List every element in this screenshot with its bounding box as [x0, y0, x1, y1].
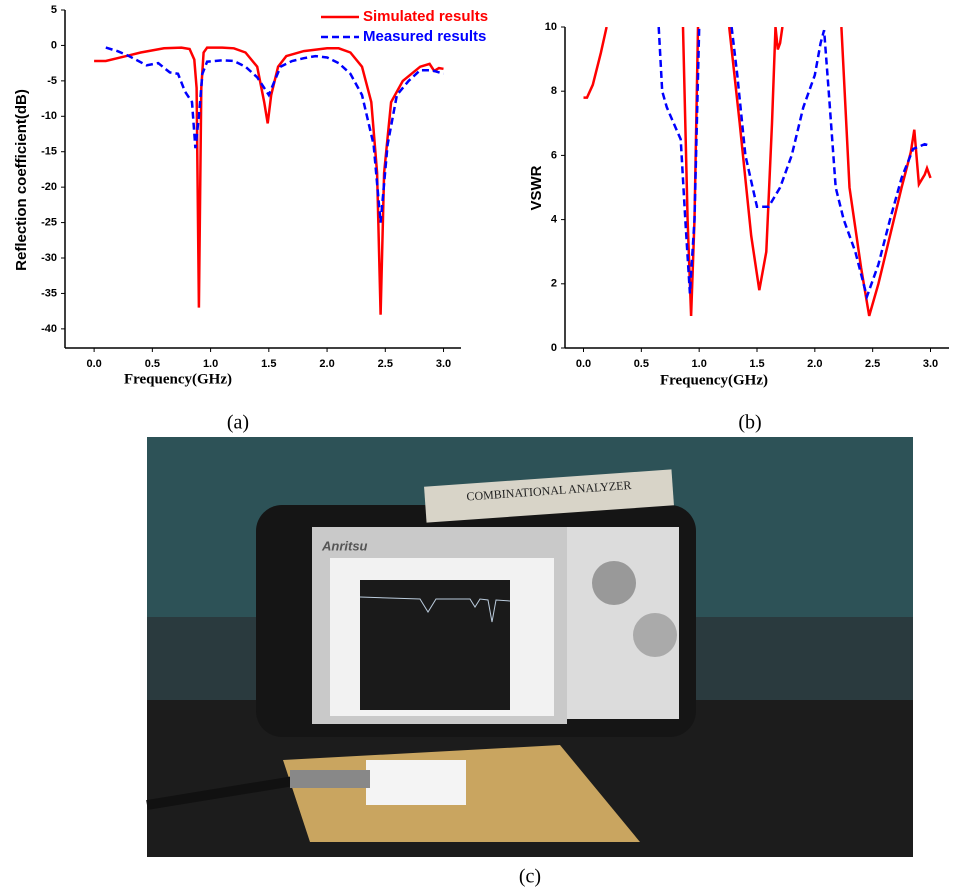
y-tick-label: -15 — [41, 146, 57, 158]
data-line — [657, 27, 931, 301]
data-line — [583, 27, 932, 317]
x-tick-label: 1.0 — [692, 358, 707, 370]
x-tick-label: 2.5 — [378, 358, 393, 370]
y-tick-label: 4 — [551, 214, 558, 226]
brand: Anritsu — [321, 538, 368, 553]
y-tick-label: -35 — [41, 287, 57, 299]
y-tick-label: -25 — [41, 216, 57, 228]
photo: COMBINATIONAL ANALYZER Anritsu — [146, 437, 913, 857]
caption: (b) — [738, 412, 761, 434]
y-tick-label: -30 — [41, 252, 57, 264]
legend-label: Measured results — [363, 28, 486, 45]
plot-area — [583, 27, 932, 317]
x-tick-label: 2.5 — [865, 358, 880, 370]
x-axis-label: Frequency(GHz) — [660, 372, 768, 388]
cable — [146, 775, 301, 810]
y-tick-label: -20 — [41, 181, 57, 193]
x-tick-label: 1.5 — [261, 358, 276, 370]
x-tick-label: 3.0 — [923, 358, 938, 370]
x-tick-label: 2.0 — [807, 358, 822, 370]
dpad — [592, 561, 636, 605]
x-tick-label: 0.0 — [576, 358, 591, 370]
y-tick-label: 8 — [551, 85, 557, 97]
caption: (a) — [227, 412, 249, 434]
y-tick-label: -10 — [41, 110, 57, 122]
x-tick-label: 2.0 — [319, 358, 334, 370]
y-tick-label: 0 — [551, 342, 557, 354]
x-tick-label: 0.0 — [86, 358, 101, 370]
y-tick-label: 5 — [51, 4, 57, 16]
x-tick-label: 0.5 — [634, 358, 649, 370]
foam-block — [366, 760, 466, 805]
x-axis-label: Frequency(GHz) — [124, 371, 232, 387]
y-tick-label: -40 — [41, 323, 57, 335]
data-line — [94, 46, 444, 315]
x-tick-label: 1.5 — [749, 358, 764, 370]
y-axis-label: VSWR — [528, 165, 545, 210]
knob — [633, 613, 677, 657]
sticker — [424, 469, 674, 523]
caption: (c) — [519, 866, 541, 888]
screen-trace — [359, 596, 511, 623]
y-tick-label: 0 — [51, 39, 57, 51]
y-tick-label: 10 — [545, 21, 557, 33]
x-tick-label: 3.0 — [436, 358, 451, 370]
y-tick-label: -5 — [47, 75, 57, 87]
x-tick-label: 0.5 — [145, 358, 160, 370]
y-tick-label: 2 — [551, 278, 557, 290]
legend-label: Simulated results — [363, 8, 488, 25]
y-tick-label: 6 — [551, 149, 557, 161]
x-tick-label: 1.0 — [203, 358, 218, 370]
plot-area — [94, 46, 444, 315]
screen-plot — [360, 580, 510, 710]
y-axis-label: Reflection coefficient(dB) — [13, 89, 30, 271]
connector — [290, 770, 370, 788]
data-line — [105, 46, 444, 223]
